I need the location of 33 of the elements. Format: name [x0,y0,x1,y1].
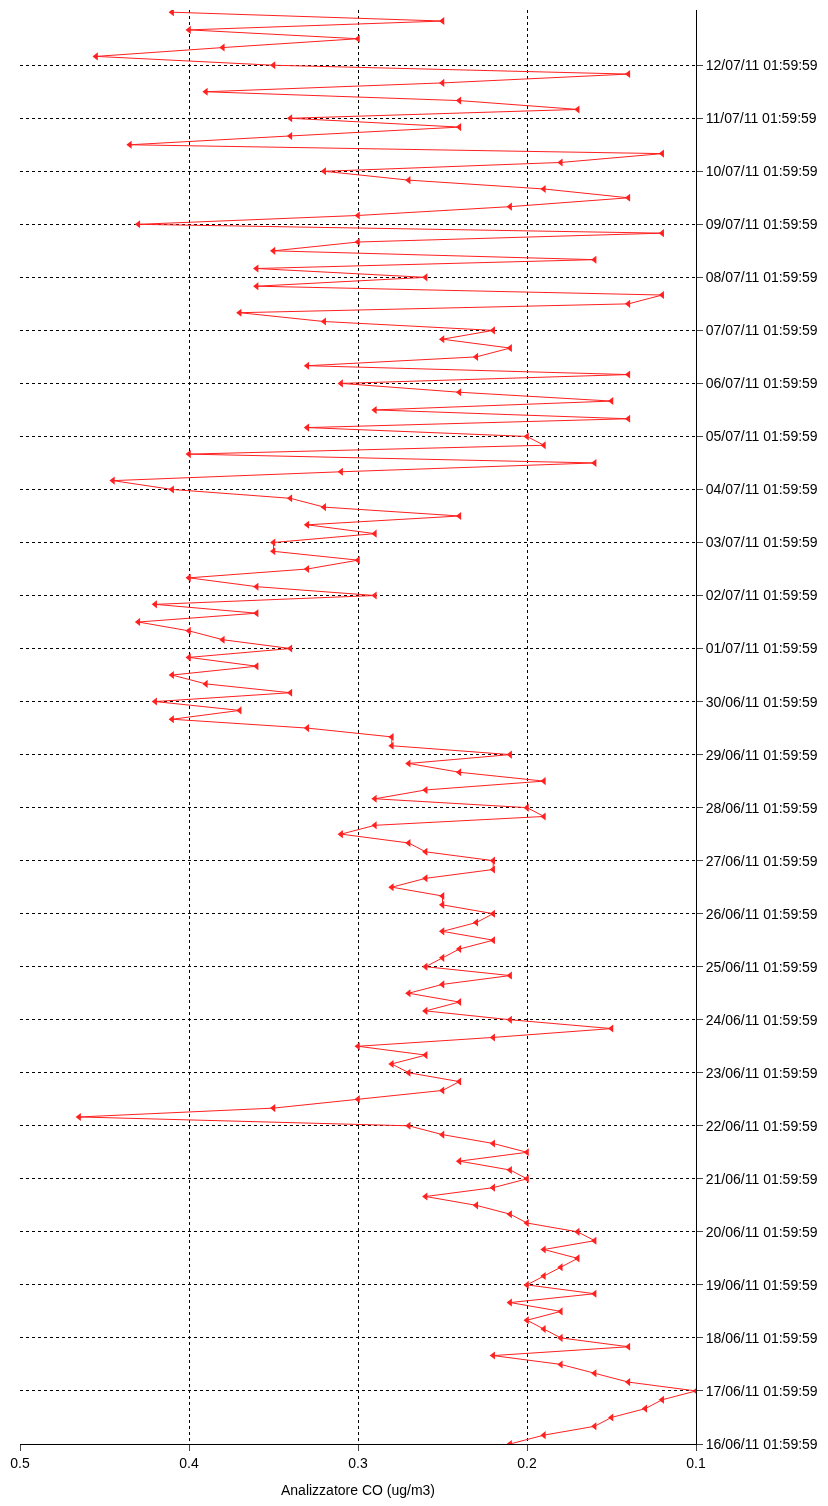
y-tick-label: 29/06/11 01:59:59 [705,746,818,763]
y-tick-label: 07/07/11 01:59:59 [705,322,818,339]
x-axis-title: Analizzatore CO (ug/m3) [280,1482,436,1499]
y-tick-label: 03/07/11 01:59:59 [705,534,818,551]
y-tick-label: 27/06/11 01:59:59 [705,852,818,869]
y-tick-label: 26/06/11 01:59:59 [705,905,818,922]
x-tick-label: 0.2 [517,1454,537,1471]
x-tick-label: 0.1 [686,1454,706,1471]
y-tick-label: 24/06/11 01:59:59 [705,1011,818,1028]
y-tick-label: 06/07/11 01:59:59 [705,375,818,392]
y-tick-label: 04/07/11 01:59:59 [705,481,818,498]
y-tick-label: 10/07/11 01:59:59 [705,163,818,180]
y-tick-label: 18/06/11 01:59:59 [705,1329,818,1346]
y-tick-label: 11/07/11 01:59:59 [705,110,817,127]
y-tick-label: 02/07/11 01:59:59 [705,587,818,604]
y-tick-label: 19/06/11 01:59:59 [705,1276,818,1293]
y-tick-label: 16/06/11 01:59:59 [705,1435,818,1452]
y-tick-label: 12/07/11 01:59:59 [705,57,818,74]
y-tick-label: 30/06/11 01:59:59 [705,693,818,710]
y-tick-label: 21/06/11 01:59:59 [705,1170,818,1187]
y-tick-label: 22/06/11 01:59:59 [705,1117,818,1134]
y-tick-label: 17/06/11 01:59:59 [705,1382,818,1399]
y-tick-label: 09/07/11 01:59:59 [705,216,818,233]
x-tick-label: 0.3 [348,1454,368,1471]
y-tick-label: 28/06/11 01:59:59 [705,799,818,816]
x-tick-label: 0.4 [179,1454,199,1471]
y-tick-label: 05/07/11 01:59:59 [705,428,818,445]
x-tick-label: 0.5 [10,1454,30,1471]
y-tick-label: 20/06/11 01:59:59 [705,1223,818,1240]
y-tick-label: 23/06/11 01:59:59 [705,1064,818,1081]
y-tick-label: 01/07/11 01:59:59 [705,640,818,657]
y-tick-label: 08/07/11 01:59:59 [705,269,818,286]
y-tick-label: 25/06/11 01:59:59 [705,958,818,975]
